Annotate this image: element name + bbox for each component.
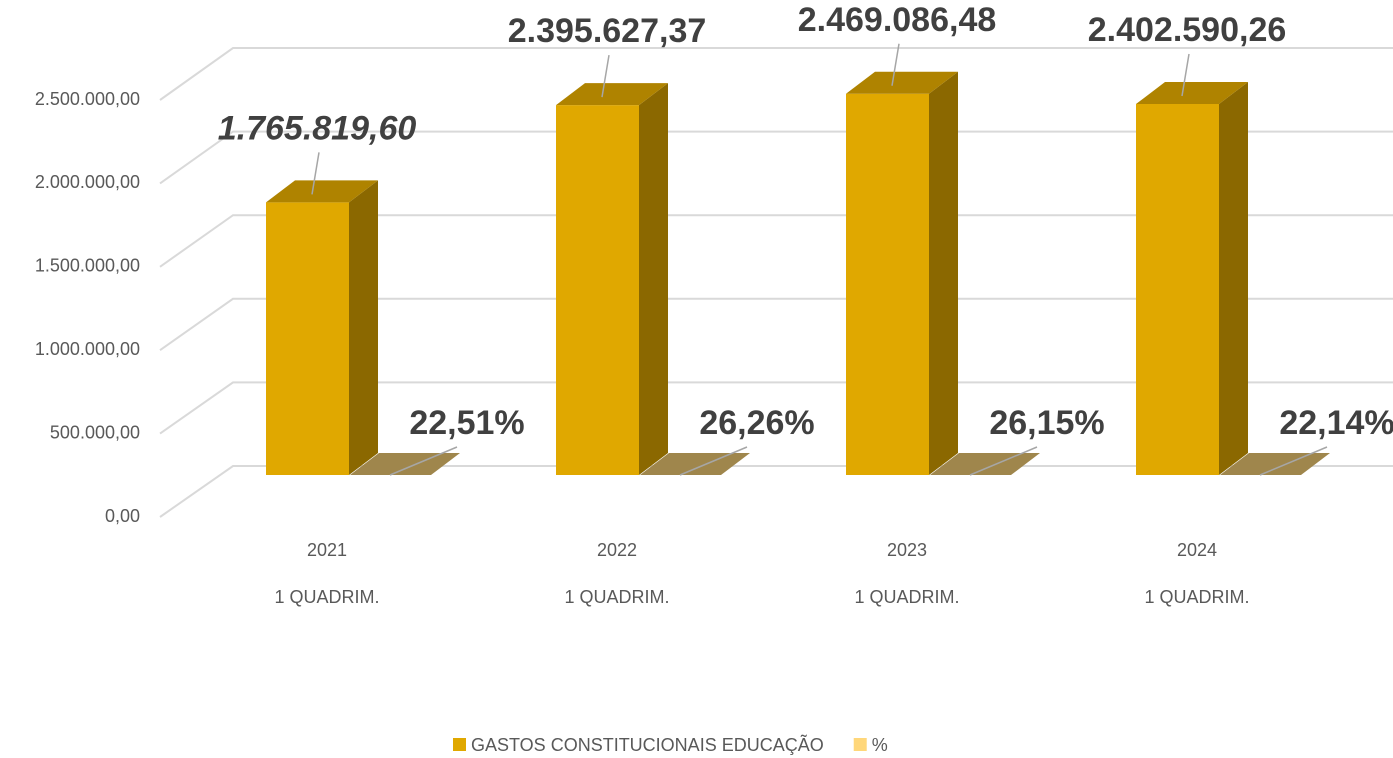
- leader-line: [601, 54, 610, 98]
- bar-face: [556, 105, 639, 475]
- bar-face: [350, 452, 460, 475]
- bar: [556, 83, 668, 475]
- x-tick-label: 1 QUADRIM.: [274, 587, 379, 607]
- bar-face: [1301, 452, 1330, 475]
- y-tick-label: 500.000,00: [50, 422, 140, 442]
- legend-swatch: [453, 738, 466, 751]
- y-tick-label: 1.500.000,00: [35, 256, 140, 276]
- data-label: 22,14%: [1279, 404, 1393, 442]
- bar-face: [929, 71, 958, 476]
- x-tick-label: 2024: [1177, 540, 1217, 560]
- bar-face: [1136, 82, 1248, 105]
- bar-face: [846, 71, 958, 94]
- grid-line: [159, 130, 1393, 185]
- x-tick-label: 1 QUADRIM.: [564, 587, 669, 607]
- bar-face: [721, 452, 750, 475]
- data-label: 26,26%: [699, 404, 814, 442]
- y-tick-label: 2.000.000,00: [35, 172, 140, 192]
- bar-face: [1220, 452, 1330, 475]
- leader-line: [311, 152, 320, 195]
- leader-line: [389, 446, 458, 476]
- bar-face: [1219, 82, 1248, 475]
- x-tick-label: 2021: [307, 540, 347, 560]
- x-tick-label: 2023: [887, 540, 927, 560]
- bar-face: [639, 83, 668, 475]
- bar: [1220, 452, 1330, 475]
- bar: [640, 452, 750, 475]
- y-tick-label: 0,00: [105, 506, 140, 526]
- bar-face: [349, 180, 378, 475]
- bar-face: [266, 202, 349, 475]
- bar-face: [1011, 452, 1040, 475]
- data-label: 26,15%: [989, 404, 1104, 442]
- x-tick-label: 1 QUADRIM.: [1144, 587, 1249, 607]
- legend-swatch: [853, 738, 867, 751]
- bar: [930, 452, 1040, 475]
- x-tick-label: 1 QUADRIM.: [854, 587, 959, 607]
- legend-label: %: [872, 735, 888, 755]
- bar: [266, 180, 378, 475]
- bar: [350, 452, 460, 475]
- bar-face: [1136, 104, 1219, 475]
- bar-face: [556, 83, 668, 106]
- grid-line: [159, 297, 1393, 352]
- leader-line: [969, 446, 1038, 476]
- leader-line: [1259, 446, 1328, 476]
- bar-face: [431, 452, 460, 475]
- y-tick-label: 1.000.000,00: [35, 339, 140, 359]
- bar-face: [930, 452, 1040, 475]
- leader-line: [679, 446, 748, 476]
- data-label: 2.395.627,37: [508, 12, 707, 50]
- x-tick-label: 2022: [597, 540, 637, 560]
- grid-line: [159, 381, 1393, 435]
- bar: [1136, 82, 1248, 475]
- leader-line: [1181, 53, 1190, 97]
- data-label: 1.765.819,60: [218, 109, 417, 147]
- bar-face: [266, 180, 378, 203]
- bar-face: [640, 452, 750, 475]
- bar: [846, 71, 958, 476]
- legend-label: GASTOS CONSTITUCIONAIS EDUCAÇÃO: [471, 734, 824, 755]
- bar-face: [846, 93, 929, 476]
- leader-line: [891, 43, 900, 86]
- grid-line: [159, 214, 1393, 268]
- data-label: 2.402.590,26: [1088, 11, 1287, 49]
- y-tick-label: 2.500.000,00: [35, 89, 140, 109]
- grid-line: [159, 47, 1393, 101]
- data-label: 2.469.086,48: [798, 1, 997, 39]
- data-label: 22,51%: [409, 404, 524, 442]
